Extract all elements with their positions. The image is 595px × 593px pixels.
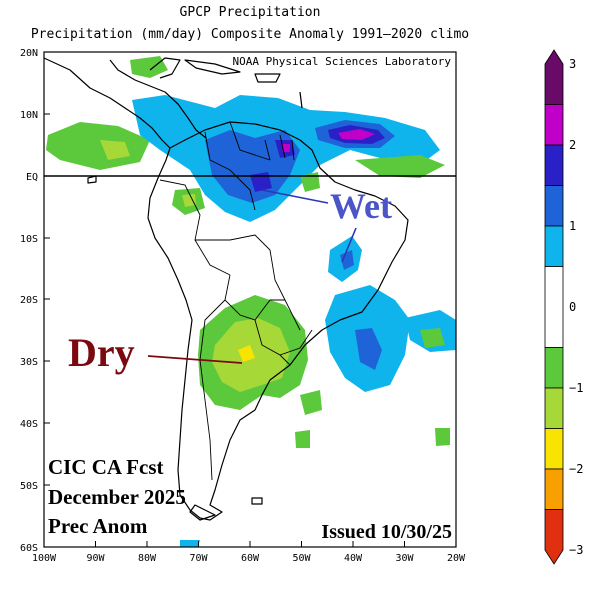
colorbar-bin [544, 468, 564, 510]
anomaly-dry-patch [300, 390, 322, 415]
dry-label: Dry [68, 330, 135, 375]
wet-pointer-line [261, 189, 329, 204]
colorbar-bin [544, 225, 564, 267]
anomaly-wet-region [250, 172, 272, 192]
lon-label: 60W [241, 553, 260, 564]
colorbar-tick-label: −2 [569, 462, 583, 476]
border [229, 121, 271, 161]
anomaly-dry-patch [355, 155, 445, 178]
lon-label: 80W [138, 553, 157, 564]
anomaly-wet-region [355, 328, 382, 370]
anomaly-shading [46, 56, 456, 547]
lat-label: EQ [26, 172, 38, 183]
anomaly-dry-patch [300, 172, 320, 192]
forecast-label-line1: CIC CA Fcst [48, 455, 164, 479]
border [159, 179, 231, 276]
colorbar-tick-label: 3 [569, 57, 576, 71]
lat-axis: 20N 10N EQ 10S 20S 30S 40S 50S 60S [20, 48, 38, 554]
colorbar-tick-label: 1 [569, 219, 576, 233]
anomaly-dry-patch [100, 140, 130, 160]
forecast-label-line3: Prec Anom [48, 514, 148, 538]
map-panel: NOAA Physical Sciences Laboratory 20N 10… [20, 48, 466, 564]
country-borders [159, 121, 313, 481]
anomaly-dry-patch [435, 428, 450, 446]
colorbar-bin [544, 185, 564, 227]
colorbar-bin [544, 266, 564, 348]
anomaly-dry-patch [130, 56, 168, 78]
colorbar-bin [544, 347, 564, 389]
border [204, 131, 256, 211]
coastline-central-america [109, 59, 207, 139]
colorbar-tick-label: 0 [569, 300, 576, 314]
coastline-tierra-del-fuego [189, 504, 216, 521]
border [254, 319, 291, 366]
issued-date-label: Issued 10/30/25 [321, 521, 452, 543]
anomaly-dry-patch [295, 430, 310, 448]
lon-label: 20W [447, 553, 466, 564]
wet-pointer-line-ne [341, 227, 357, 263]
border [199, 299, 226, 481]
lat-label: 10N [20, 110, 38, 121]
lat-label: 20N [20, 48, 38, 59]
lat-label: 50S [20, 481, 38, 492]
lon-ticks [95, 541, 405, 547]
coastline-cuba [184, 59, 241, 75]
anomaly-dry-patch [46, 122, 150, 170]
colorbar-bin [544, 509, 564, 565]
lat-label: 20S [20, 295, 38, 306]
coastline-lesser-antilles [299, 91, 303, 109]
lon-label: 40W [344, 553, 363, 564]
wet-label: Wet [330, 186, 392, 226]
lat-label: 60S [20, 543, 38, 554]
anomaly-wet-region [340, 250, 354, 270]
forecast-label-line2: December 2025 [48, 485, 186, 509]
border [279, 329, 313, 356]
figure-title-line1: GPCP Precipitation [180, 5, 321, 20]
anomaly-dry-patch [182, 194, 196, 207]
lon-label: 90W [86, 553, 105, 564]
figure-title-line2: Precipitation (mm/day) Composite Anomaly… [31, 27, 469, 42]
colorbar-bin [544, 428, 564, 470]
colorbar-bin [544, 387, 564, 429]
colorbar-tick-label: −3 [569, 543, 583, 557]
lon-label: 30W [395, 553, 414, 564]
lon-label: 50W [292, 553, 311, 564]
lat-label: 40S [20, 419, 38, 430]
lon-label: 70W [189, 553, 208, 564]
lon-label: 100W [32, 553, 57, 564]
anomaly-dry-patch [420, 328, 445, 348]
colorbar-tick-label: −1 [569, 381, 583, 395]
coastline-hispaniola [254, 73, 281, 83]
coastlines [43, 57, 409, 521]
anomaly-wet-region [338, 129, 375, 140]
lat-ticks [44, 113, 50, 486]
lon-axis: 100W 90W 80W 70W 60W 50W 40W 30W 20W [32, 553, 466, 564]
anomaly-wet-region [282, 144, 290, 152]
border [264, 134, 295, 161]
coastline-south-america [147, 121, 409, 521]
anomaly-wet-region [180, 540, 200, 547]
anomaly-dry-core [238, 345, 255, 362]
coastline-yucatan [149, 57, 181, 79]
dry-pointer-line [147, 355, 243, 364]
colorbar: 3 2 1 0 −1 −2 −3 [544, 49, 583, 565]
border [195, 234, 286, 301]
anomaly-wet-region [205, 130, 300, 203]
colorbar-bin [544, 144, 564, 186]
coastline-falklands [251, 497, 263, 505]
lat-label: 30S [20, 357, 38, 368]
credit-text: NOAA Physical Sciences Laboratory [232, 55, 451, 68]
coastline-central-america [43, 57, 171, 149]
colorbar-bin [544, 104, 564, 146]
colorbar-bin [544, 49, 564, 105]
lat-label: 10S [20, 234, 38, 245]
colorbar-tick-label: 2 [569, 138, 576, 152]
